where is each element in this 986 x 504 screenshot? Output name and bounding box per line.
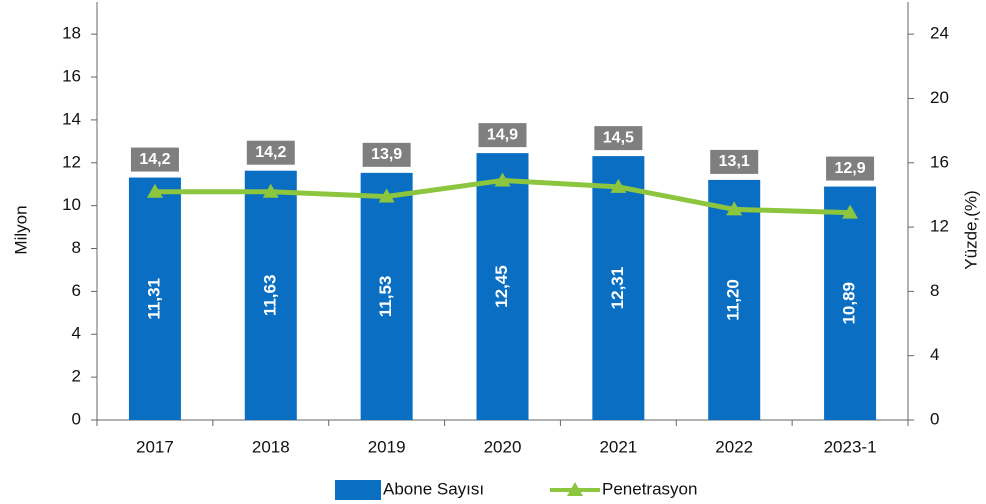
- y2-tick-label: 16: [930, 152, 949, 171]
- bar: [360, 172, 413, 420]
- line-marker: [726, 201, 743, 216]
- line-marker: [146, 183, 163, 198]
- line-marker: [610, 178, 627, 193]
- line-value-label: 12,9: [835, 160, 866, 177]
- line-marker: [842, 204, 859, 219]
- y-tick-label: 8: [72, 238, 81, 257]
- bar: [708, 179, 761, 420]
- line-marker: [262, 183, 279, 198]
- y2-axis-label: Yüzde,(%): [961, 190, 980, 269]
- line-marker: [378, 188, 395, 203]
- bar-value-label: 11,63: [260, 275, 279, 317]
- x-tick-label: 2020: [484, 437, 522, 456]
- y-tick-label: 10: [62, 195, 81, 214]
- x-tick-label: 2021: [599, 437, 637, 456]
- y-tick-label: 14: [62, 109, 81, 128]
- value-label-box: [594, 126, 643, 151]
- x-tick-label: 2018: [252, 437, 290, 456]
- bar-value-label: 11,31: [144, 278, 163, 320]
- y2-tick-label: 20: [930, 88, 949, 107]
- y-tick-label: 6: [72, 281, 81, 300]
- x-tick-label: 2022: [715, 437, 753, 456]
- bar-value-label: 12,45: [492, 265, 511, 308]
- y-tick-label: 0: [72, 409, 81, 428]
- legend-label: Penetrasyon: [602, 479, 697, 498]
- y2-tick-label: 4: [930, 345, 939, 364]
- line-value-label: 14,5: [603, 129, 634, 146]
- bar: [476, 153, 529, 420]
- line-marker: [494, 172, 511, 187]
- y-tick-label: 16: [62, 67, 81, 86]
- y-tick-label: 4: [72, 324, 81, 343]
- y-tick-label: 2: [72, 367, 81, 386]
- line-value-label: 13,9: [371, 146, 402, 163]
- bar: [824, 186, 877, 420]
- line-value-label: 14,2: [255, 144, 286, 161]
- y2-tick-label: 12: [930, 217, 949, 236]
- y-tick-label: 18: [62, 24, 81, 43]
- y2-tick-label: 24: [930, 24, 949, 43]
- bar-value-label: 11,20: [724, 279, 743, 321]
- value-label-box: [826, 156, 875, 181]
- y2-tick-label: 8: [930, 281, 939, 300]
- value-label-box: [362, 142, 411, 167]
- line-value-label: 14,2: [139, 151, 170, 168]
- line-value-label: 14,9: [487, 126, 518, 143]
- bar-value-label: 10,89: [840, 282, 859, 325]
- line-value-label: 13,1: [719, 153, 750, 170]
- y-axis-label: Milyon: [11, 205, 30, 254]
- bar: [128, 177, 181, 420]
- x-tick-label: 2023-1: [824, 437, 877, 456]
- legend-swatch: [335, 480, 381, 500]
- value-label-box: [478, 123, 527, 148]
- bar: [592, 156, 645, 421]
- bar: [244, 170, 297, 420]
- bar-value-label: 12,31: [608, 267, 627, 310]
- y-tick-label: 12: [62, 152, 81, 171]
- legend-label: Abone Sayısı: [383, 479, 484, 498]
- value-label-box: [246, 140, 295, 165]
- y2-tick-label: 0: [930, 409, 939, 428]
- x-tick-label: 2017: [136, 437, 174, 456]
- value-label-box: [130, 147, 179, 172]
- legend-marker: [567, 482, 583, 496]
- bar-value-label: 11,53: [376, 276, 395, 318]
- x-tick-label: 2019: [368, 437, 406, 456]
- value-label-box: [710, 149, 759, 174]
